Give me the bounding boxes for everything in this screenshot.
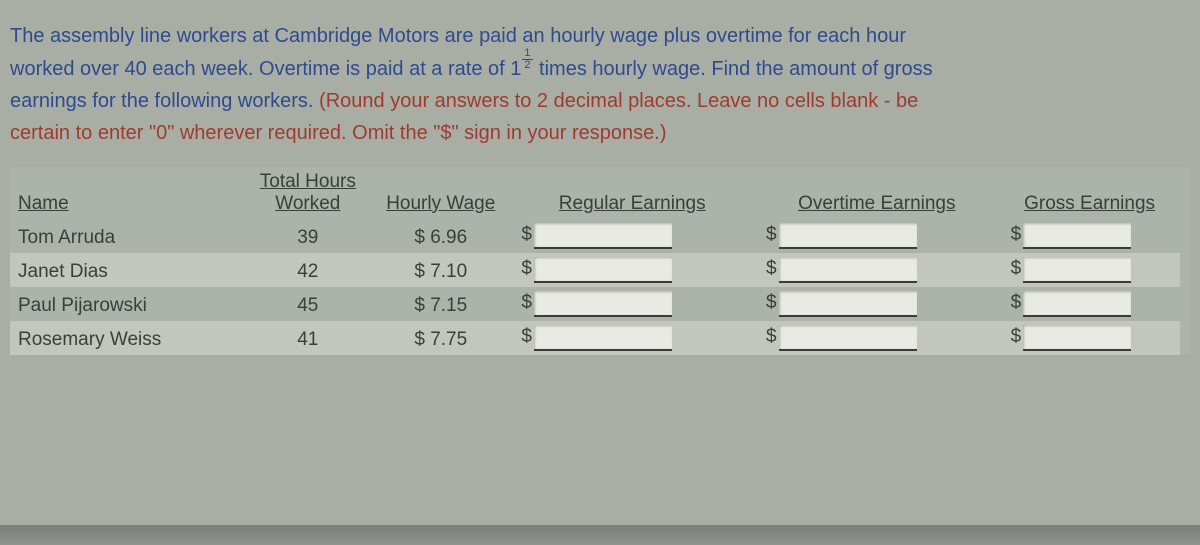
header-hours-l1: Total Hours [260, 171, 356, 193]
earnings-table-wrap: Name Total Hours Worked Hourly Wage Regu… [10, 167, 1190, 355]
dollar-sign: $ [518, 224, 532, 246]
question-line3-red: (Round your answers to 2 decimal places.… [319, 90, 918, 112]
dollar-sign: $ [518, 258, 532, 280]
hours-worked: 45 [244, 287, 372, 321]
table-row: Rosemary Weiss41$ 7.75 $ $ $ [10, 321, 1180, 355]
overtime-earnings-input[interactable] [779, 257, 917, 283]
overtime-earnings-input[interactable] [779, 291, 917, 317]
header-regular: Regular Earnings [510, 167, 755, 219]
dollar-sign: $ [763, 326, 777, 348]
gross-earnings-input[interactable] [1023, 291, 1131, 317]
question-line1: The assembly line workers at Cambridge M… [10, 25, 906, 47]
header-hours: Total Hours Worked [244, 167, 372, 219]
q-l2b: times hourly wage. Find the amount of gr… [534, 58, 933, 80]
hours-worked: 42 [244, 253, 372, 287]
dollar-sign: $ [763, 258, 777, 280]
question-line3-blue: earnings for the following workers. [10, 90, 319, 112]
bottom-bar [0, 525, 1200, 545]
dollar-sign: $ [518, 326, 532, 348]
worker-name: Paul Pijarowski [10, 287, 244, 321]
overtime-earnings-input[interactable] [779, 325, 917, 351]
worker-name: Janet Dias [10, 253, 244, 287]
gross-earnings-cell: $ [999, 321, 1180, 355]
gross-earnings-cell: $ [999, 219, 1180, 253]
dollar-sign: $ [763, 292, 777, 314]
table-row: Janet Dias42$ 7.10 $ $ $ [10, 253, 1180, 287]
question-line4-red: certain to enter "0" wherever required. … [10, 122, 666, 144]
header-gross: Gross Earnings [999, 167, 1180, 219]
regular-earnings-input[interactable] [534, 223, 672, 249]
dollar-sign: $ [1007, 258, 1021, 280]
hourly-wage: $ 6.96 [372, 219, 510, 253]
dollar-sign: $ [1007, 292, 1021, 314]
regular-earnings-input[interactable] [534, 325, 672, 351]
regular-earnings-input[interactable] [534, 291, 672, 317]
dollar-sign: $ [763, 224, 777, 246]
overtime-earnings-cell: $ [755, 253, 1000, 287]
overtime-earnings-input[interactable] [779, 223, 917, 249]
dollar-sign: $ [1007, 224, 1021, 246]
gross-earnings-input[interactable] [1023, 325, 1131, 351]
dollar-sign: $ [518, 292, 532, 314]
hourly-wage: $ 7.75 [372, 321, 510, 355]
header-hours-l2: Worked [275, 193, 340, 215]
table-row: Paul Pijarowski45$ 7.15 $ $ $ [10, 287, 1180, 321]
header-row: Name Total Hours Worked Hourly Wage Regu… [10, 167, 1180, 219]
earnings-table: Name Total Hours Worked Hourly Wage Regu… [10, 167, 1180, 355]
hourly-wage: $ 7.15 [372, 287, 510, 321]
question-text: The assembly line workers at Cambridge M… [10, 20, 1190, 149]
gross-earnings-input[interactable] [1023, 223, 1131, 249]
header-name: Name [10, 167, 244, 219]
gross-earnings-cell: $ [999, 287, 1180, 321]
table-body: Tom Arruda39$ 6.96$$$Janet Dias42$ 7.10$… [10, 219, 1180, 355]
table-row: Tom Arruda39$ 6.96 $ $ $ [10, 219, 1180, 253]
fraction-one-half: 12 [522, 48, 532, 71]
worker-name: Rosemary Weiss [10, 321, 244, 355]
regular-earnings-cell: $ [510, 287, 755, 321]
frac-num: 1 [522, 48, 532, 60]
header-overtime: Overtime Earnings [755, 167, 1000, 219]
frac-den: 2 [522, 60, 532, 71]
dollar-sign: $ [1007, 326, 1021, 348]
hourly-wage: $ 7.10 [372, 253, 510, 287]
regular-earnings-cell: $ [510, 321, 755, 355]
regular-earnings-input[interactable] [534, 257, 672, 283]
hours-worked: 41 [244, 321, 372, 355]
gross-earnings-input[interactable] [1023, 257, 1131, 283]
header-wage: Hourly Wage [372, 167, 510, 219]
gross-earnings-cell: $ [999, 253, 1180, 287]
overtime-earnings-cell: $ [755, 287, 1000, 321]
q-l2a: worked over 40 each week. Overtime is pa… [10, 58, 521, 80]
hours-worked: 39 [244, 219, 372, 253]
overtime-earnings-cell: $ [755, 219, 1000, 253]
regular-earnings-cell: $ [510, 219, 755, 253]
overtime-earnings-cell: $ [755, 321, 1000, 355]
regular-earnings-cell: $ [510, 253, 755, 287]
worker-name: Tom Arruda [10, 219, 244, 253]
question-line2a: worked over 40 each week. Overtime is pa… [10, 58, 933, 80]
